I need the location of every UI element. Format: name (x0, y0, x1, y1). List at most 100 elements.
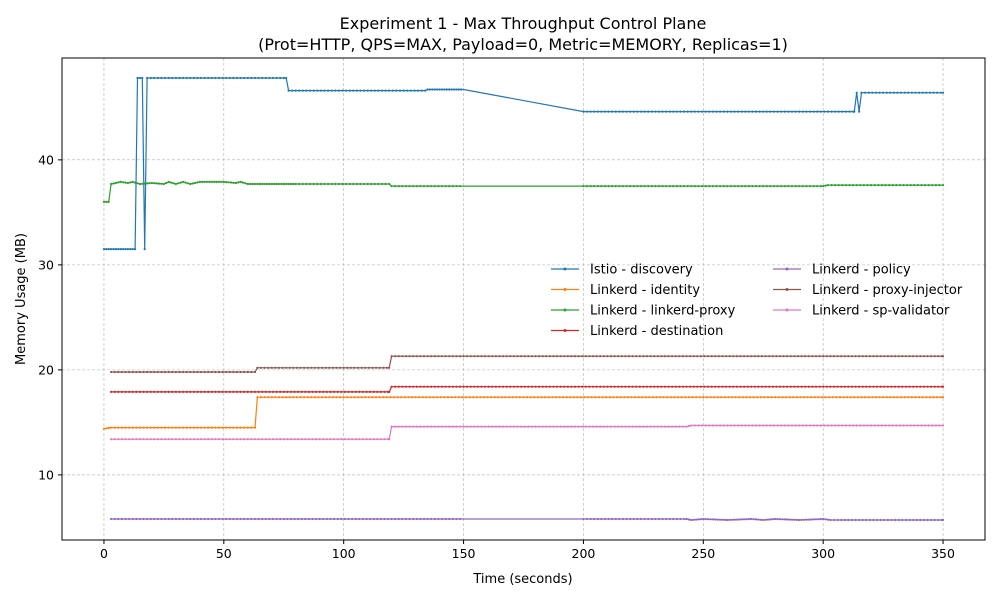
data-point (618, 110, 621, 113)
data-point (675, 110, 679, 113)
data-point (907, 396, 910, 399)
data-point (270, 366, 273, 369)
data-point (174, 517, 177, 521)
data-point (415, 185, 418, 188)
data-point (271, 76, 275, 80)
data-point (289, 517, 293, 521)
data-point (214, 438, 217, 441)
data-point (243, 426, 246, 429)
data-point (217, 76, 221, 80)
data-point (696, 355, 699, 358)
data-point (772, 185, 776, 188)
data-point (804, 355, 807, 358)
data-point (347, 390, 350, 393)
data-point (711, 518, 715, 521)
data-point (621, 110, 625, 113)
data-point (299, 396, 302, 399)
data-point (635, 385, 638, 388)
data-point (707, 385, 710, 388)
data-point (728, 518, 731, 522)
data-point (502, 385, 505, 388)
data-point (351, 517, 354, 521)
data-point (698, 396, 701, 399)
data-point (349, 396, 352, 399)
data-point (263, 366, 266, 369)
data-point (842, 396, 845, 399)
data-point (431, 88, 434, 91)
data-point (668, 110, 671, 113)
data-point (882, 396, 885, 399)
data-point (243, 370, 246, 374)
data-point (155, 182, 158, 185)
data-point (199, 517, 203, 521)
data-point (890, 355, 893, 358)
data-point (196, 438, 199, 441)
data-point (596, 185, 599, 188)
data-point (275, 76, 278, 80)
data-point (333, 517, 336, 521)
data-point (653, 355, 656, 358)
data-point (858, 110, 861, 113)
data-point (783, 185, 786, 188)
data-point (297, 390, 300, 393)
data-point (662, 396, 665, 399)
data-point (401, 355, 404, 358)
data-point (916, 184, 920, 187)
data-point (164, 390, 167, 393)
data-point (366, 182, 369, 186)
data-point (926, 355, 929, 358)
data-point (880, 184, 884, 187)
data-point (376, 390, 379, 393)
data-point (196, 181, 199, 184)
data-point (408, 385, 411, 388)
data-point (422, 185, 426, 188)
data-point (491, 385, 494, 388)
data-point (156, 390, 159, 393)
data-point (734, 396, 737, 399)
data-point (388, 366, 391, 369)
data-point (333, 438, 336, 441)
data-point (746, 385, 749, 388)
data-point (402, 89, 405, 92)
data-point (832, 355, 836, 358)
data-point (814, 518, 818, 521)
data-point (708, 185, 711, 188)
data-point (277, 396, 281, 399)
data-point (570, 355, 573, 358)
data-point (360, 366, 363, 369)
data-point (307, 438, 310, 441)
data-point (759, 396, 762, 399)
data-point (583, 396, 586, 399)
data-point (551, 396, 554, 399)
data-point (378, 366, 381, 369)
data-point (900, 91, 903, 94)
data-point (822, 355, 825, 358)
data-point (681, 355, 685, 358)
data-point (203, 180, 206, 183)
data-point (589, 110, 592, 113)
data-point (776, 518, 779, 521)
data-point (900, 396, 903, 399)
data-point (808, 110, 812, 113)
data-point (515, 396, 518, 399)
data-point (421, 396, 424, 399)
data-point (648, 396, 651, 399)
data-point (937, 385, 940, 388)
data-point (597, 396, 601, 399)
data-point (171, 390, 174, 393)
data-point (835, 396, 838, 399)
data-point (261, 76, 264, 80)
data-point (876, 518, 879, 522)
data-point (445, 88, 448, 91)
legend-label: Linkerd - destination (590, 324, 723, 339)
data-point (798, 424, 801, 427)
data-point (391, 89, 394, 92)
data-point (941, 518, 945, 522)
data-point (371, 366, 374, 369)
data-point (726, 110, 729, 113)
data-point (293, 390, 296, 393)
data-point (603, 110, 607, 113)
data-point (638, 385, 641, 388)
data-point (830, 184, 833, 187)
